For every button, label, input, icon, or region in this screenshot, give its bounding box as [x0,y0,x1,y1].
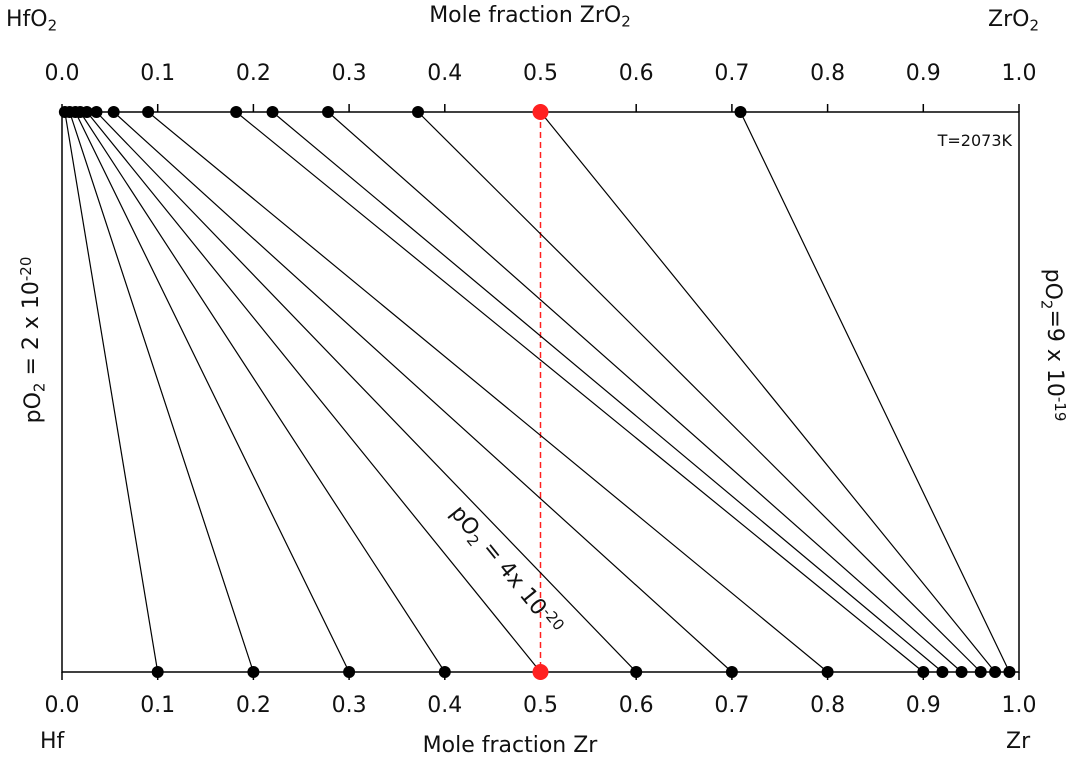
tie-line [327,111,962,673]
top-point [90,106,103,118]
tick-label: 0.2 [236,61,271,86]
tick-label: 0.0 [45,693,80,718]
top-point [734,106,747,118]
tick-label: 0.4 [427,693,462,718]
tick-label: 1.0 [1002,693,1037,718]
tie-line [540,111,996,673]
label-part: 2 [621,13,631,31]
top-axis-title: Mole fraction ZrO2 [429,3,631,31]
tick-label: 0.1 [140,61,175,86]
tick-label: 0.3 [332,693,367,718]
highlight-point [532,104,549,120]
tick-label: 0.8 [810,61,845,86]
tie-line [417,111,982,673]
label-part: -20 [17,257,35,282]
tie-line [79,111,446,673]
tick-label: 0.5 [523,61,558,86]
tick-label: 0.2 [236,693,271,718]
tick-label: 0.0 [45,61,80,86]
bottom-point [917,666,930,678]
label-part: = 4x 10 [472,531,551,620]
top-point [322,106,335,118]
bottom-left-end: Hf [40,729,66,754]
top-left-end: HfO2 [6,7,57,35]
bottom-point [630,666,643,678]
tie-line [69,111,254,673]
bottom-right-end: Zr [1006,729,1031,754]
temperature-label: T=2073K [937,131,1013,150]
top-point [230,106,243,118]
tie-line [147,111,828,673]
label-part: pO [1040,269,1065,300]
bottom-point [247,666,260,678]
tick-label: 0.6 [619,693,654,718]
tick-label: 0.3 [332,61,367,86]
label-part: = 2 x 10 [19,281,44,382]
tie-line [74,111,350,673]
top-point [80,106,93,118]
tick-label: 0.5 [523,693,558,718]
tick-label: 0.7 [714,61,749,86]
tie-line [96,111,637,673]
tie-line [64,111,159,673]
tick-label: 0.8 [810,693,845,718]
tick-label: 0.6 [619,61,654,86]
tick-label: 0.1 [140,693,175,718]
tick-label: 0.9 [906,693,941,718]
bottom-axis-title: Mole fraction Zr [423,733,599,758]
top-right-end: ZrO2 [988,7,1039,35]
label-part: 2 [1038,300,1056,310]
bottom-point [955,666,968,678]
bottom-point [1003,666,1016,678]
bottom-point [151,666,164,678]
tick-label: 0.9 [906,61,941,86]
label-part: 2 [1029,17,1039,35]
label-part: 2 [48,17,58,35]
bottom-point [936,666,949,678]
label-part: 2 [31,383,49,393]
tie-line [739,111,1010,673]
bottom-point [438,666,451,678]
bottom-point [989,666,1002,678]
tie-line [272,111,943,673]
label-part: Mole fraction ZrO [429,3,621,28]
tick-label: 0.4 [427,61,462,86]
bottom-point [343,666,356,678]
line-label: pO2 = 4x 10-20 [443,499,568,643]
highlight-point [532,664,549,680]
label-part: =9 x 10 [1042,309,1067,396]
tie-line [235,111,924,673]
top-point [107,106,120,118]
bottom-point [821,666,834,678]
right-label: pO2=9 x 10-19 [1038,269,1069,422]
tick-label: 1.0 [1002,61,1037,86]
tie-line [113,111,733,673]
label-part: ZrO [988,7,1029,32]
bottom-point [974,666,987,678]
tie-line [86,111,541,673]
tick-label: 0.7 [714,693,749,718]
label-part: -19 [1051,397,1069,422]
bottom-point [725,666,738,678]
top-point [412,106,425,118]
label-part: HfO [6,7,48,32]
left-label: pO2 = 2 x 10-20 [17,257,48,424]
top-point [266,106,279,118]
label-part: pO [21,392,46,423]
top-point [142,106,155,118]
